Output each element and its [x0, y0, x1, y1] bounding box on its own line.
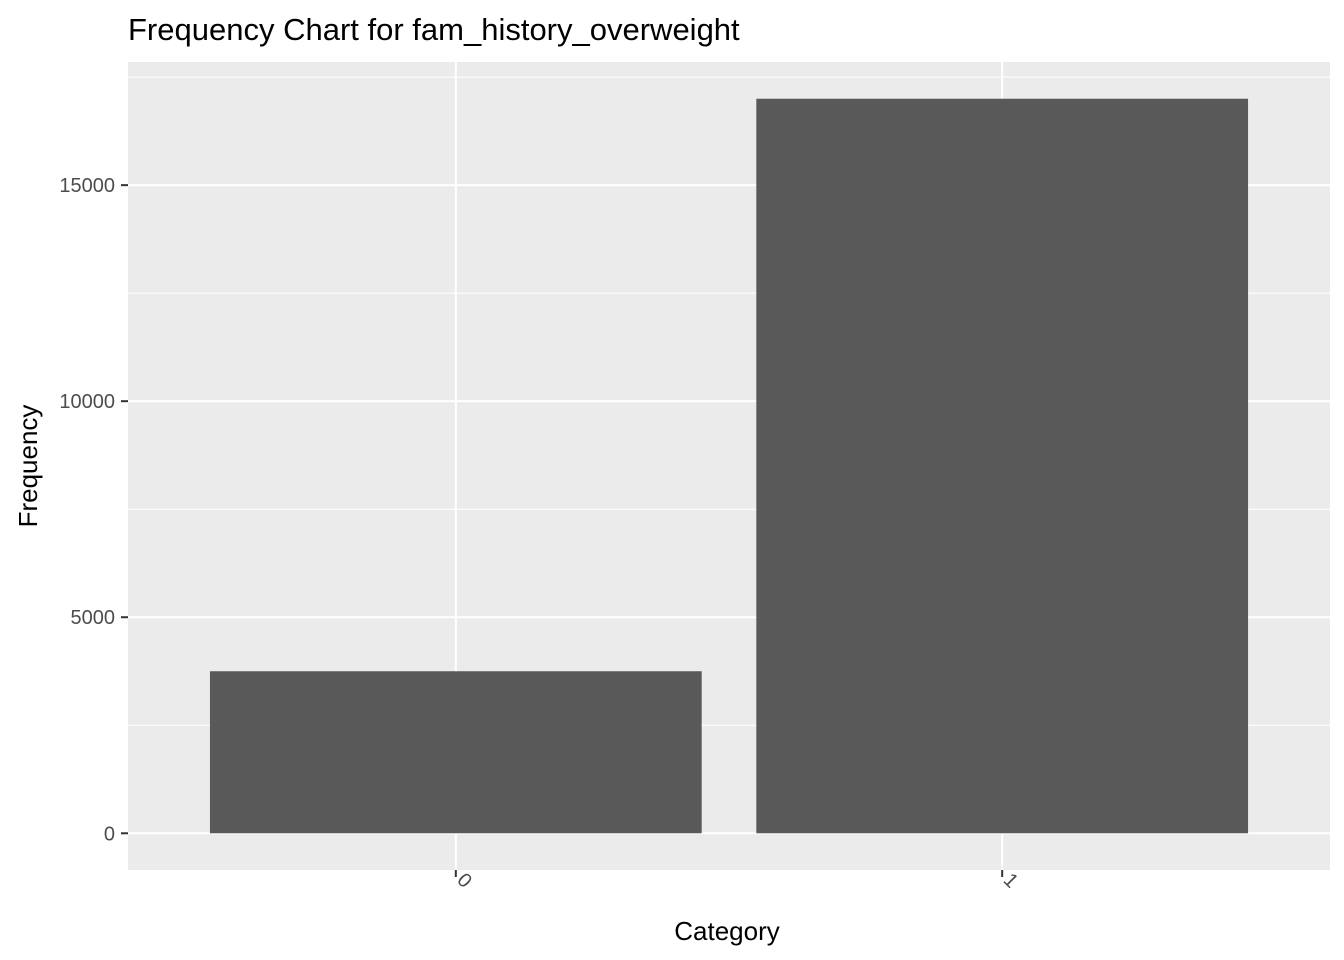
- y-axis-title: Frequency: [13, 405, 43, 528]
- bars: [209, 98, 1249, 834]
- y-axis: 0 5000 10000 15000: [59, 175, 128, 845]
- bar-0: [209, 671, 702, 834]
- y-tick-label: 0: [104, 823, 115, 845]
- x-axis-title: Category: [674, 916, 780, 946]
- chart-title: Frequency Chart for fam_history_overweig…: [128, 12, 740, 47]
- y-tick-label: 5000: [71, 607, 116, 629]
- bar-1: [756, 98, 1249, 834]
- y-tick-label: 15000: [59, 175, 115, 197]
- y-tick-label: 10000: [59, 391, 115, 413]
